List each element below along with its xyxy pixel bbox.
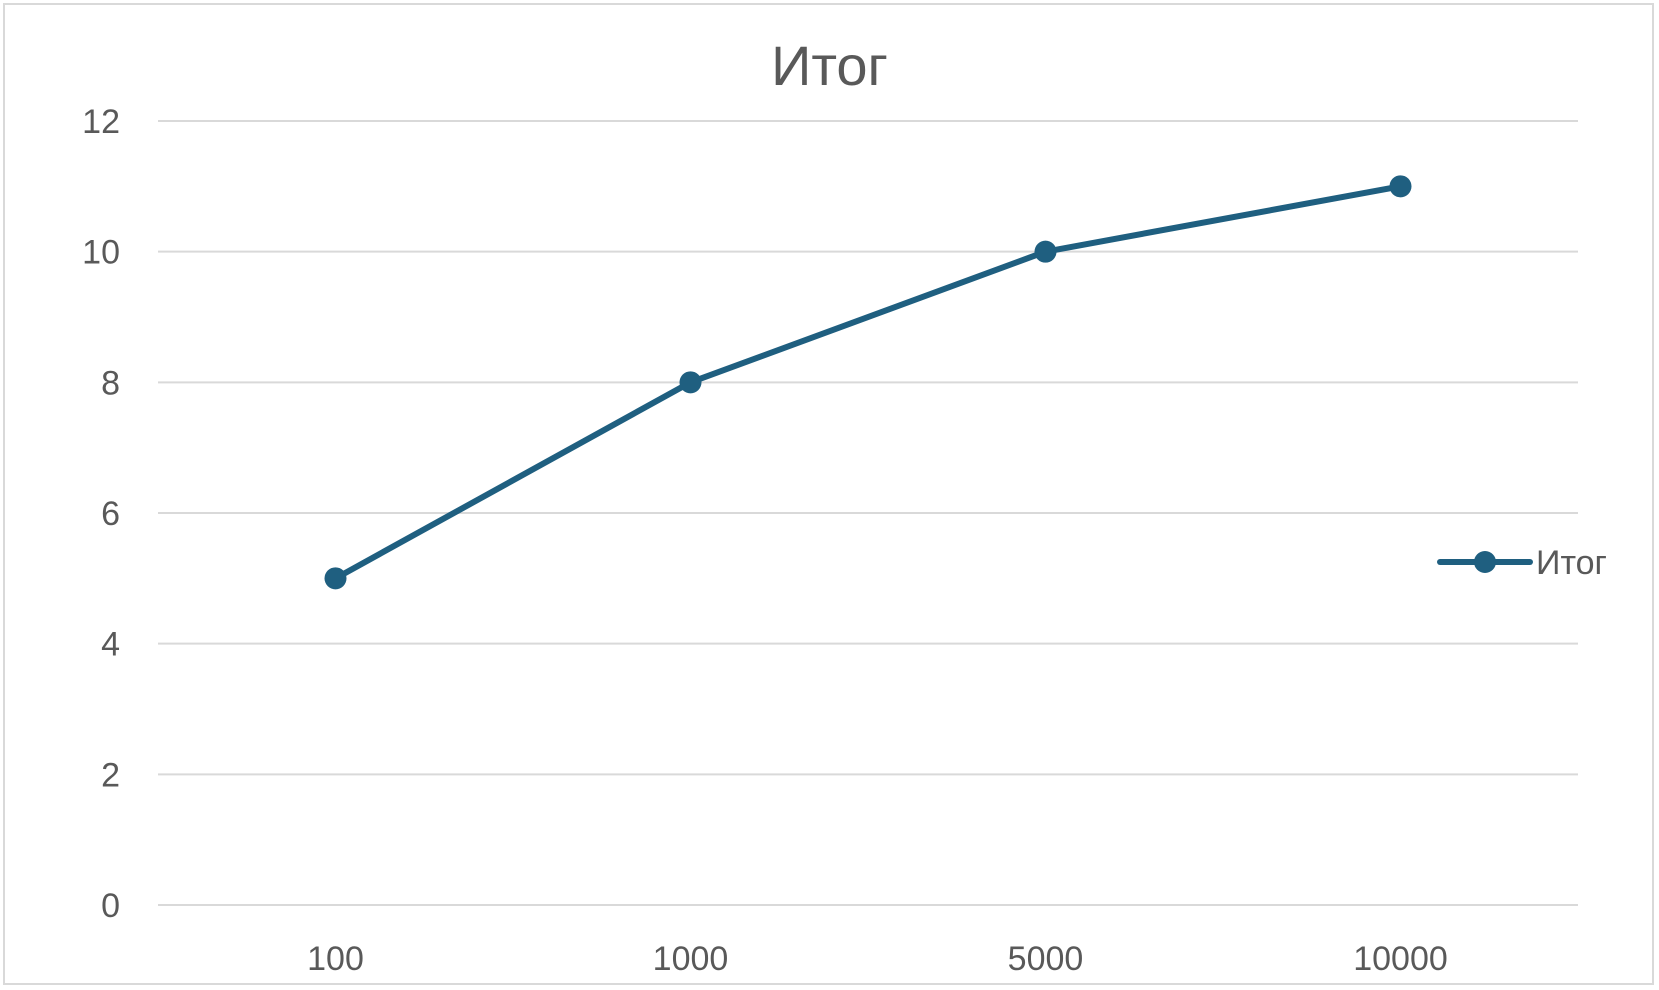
series-line bbox=[332, 183, 1404, 582]
y-tick-label: 12 bbox=[82, 103, 120, 141]
y-tick-label: 8 bbox=[101, 364, 120, 402]
y-tick-label: 4 bbox=[101, 626, 120, 664]
legend: Итог bbox=[1437, 544, 1607, 582]
gridlines bbox=[158, 120, 1578, 906]
chart-frame bbox=[3, 3, 1654, 985]
data-point bbox=[324, 567, 347, 590]
x-axis-ticks: 100 1000 5000 10000 bbox=[307, 940, 1448, 978]
legend-marker bbox=[1474, 551, 1496, 573]
x-tick-label: 10000 bbox=[1353, 940, 1448, 978]
data-point bbox=[1034, 240, 1057, 263]
x-tick-label: 5000 bbox=[1008, 940, 1084, 978]
y-tick-label: 6 bbox=[101, 495, 120, 533]
data-point bbox=[679, 371, 702, 394]
x-tick-label: 1000 bbox=[653, 940, 729, 978]
series-layer bbox=[324, 175, 1412, 590]
x-tick-label: 100 bbox=[307, 940, 364, 978]
chart-title: Итог bbox=[771, 34, 888, 97]
y-tick-label: 2 bbox=[101, 756, 120, 794]
y-tick-label: 10 bbox=[82, 234, 120, 272]
data-point bbox=[1389, 175, 1412, 198]
y-tick-label: 0 bbox=[101, 887, 120, 925]
y-axis-ticks: 0 2 4 6 8 10 12 bbox=[82, 103, 120, 925]
legend-label: Итог bbox=[1536, 544, 1607, 582]
